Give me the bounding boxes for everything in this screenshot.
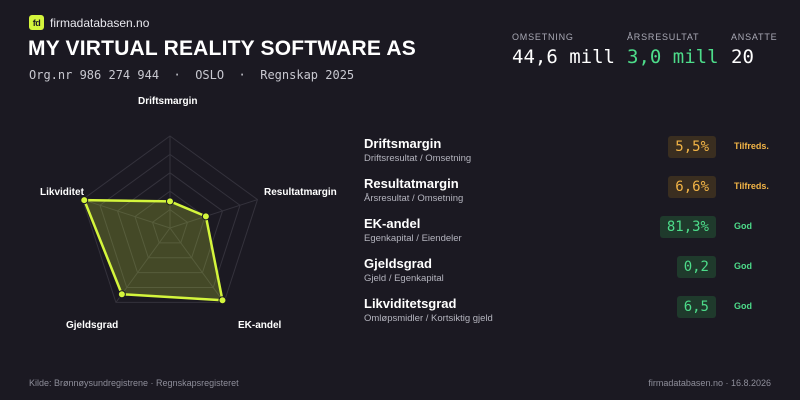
- subtitle-separator: ·: [173, 68, 181, 82]
- metric-value: 81,3%: [659, 216, 716, 238]
- metric-value: 0,2: [676, 256, 716, 278]
- kpi-omsetning: OMSETNING 44,6 mill: [512, 32, 615, 68]
- metric-description: Årsresultat / Omsetning: [364, 193, 464, 204]
- subtitle-separator: ·: [238, 68, 246, 82]
- metric-name: EK-andel: [364, 216, 421, 231]
- metric-status: Tilfreds.: [734, 181, 769, 191]
- radar-axis-label-likviditet: Likviditet: [40, 187, 84, 198]
- metric-name: Driftsmargin: [364, 136, 442, 151]
- metric-status: God: [734, 221, 752, 231]
- kpi-ansatte: ANSATTE 20: [731, 32, 777, 68]
- radar-spoke: [82, 199, 171, 229]
- metrics-list: Driftsmargin Driftsresultat / Omsetning …: [364, 134, 784, 334]
- radar-chart: Driftsmargin Resultatmargin EK-andel Gje…: [0, 90, 360, 340]
- metric-row-resultatmargin: Resultatmargin Årsresultat / Omsetning 6…: [364, 174, 784, 214]
- metric-name: Resultatmargin: [364, 176, 459, 191]
- radar-grid-ring: [116, 172, 224, 274]
- company-name: MY VIRTUAL REALITY SOFTWARE AS: [28, 37, 416, 60]
- metric-value: 5,5%: [668, 136, 716, 158]
- metric-value: 6,5: [676, 296, 716, 318]
- org-number: Org.nr 986 274 944: [29, 68, 160, 82]
- radar-axis-label-gjeldsgrad: Gjeldsgrad: [66, 320, 119, 331]
- radar-grid-ring: [151, 208, 189, 244]
- radar-grid-ring: [81, 135, 259, 303]
- metric-name: Likviditetsgrad: [364, 296, 457, 311]
- radar-data-polygon: [83, 198, 224, 302]
- metric-status: God: [734, 301, 752, 311]
- radar-data-point: [218, 296, 227, 305]
- metric-value: 6,6%: [668, 176, 716, 198]
- radar-spoke: [169, 227, 225, 303]
- kpi-value: 20: [731, 46, 754, 68]
- radar-axis-label-ek-andel: EK-andel: [238, 320, 282, 331]
- metric-description: Egenkapital / Eiendeler: [364, 233, 462, 244]
- metric-row-likviditetsgrad: Likviditetsgrad Omløpsmidler / Kortsikti…: [364, 294, 784, 334]
- radar-data-point: [201, 212, 210, 221]
- city: OSLO: [195, 68, 225, 82]
- radar-axis-label-resultatmargin: Resultatmargin: [264, 187, 337, 198]
- radar-data-point: [166, 197, 174, 206]
- company-subtitle: Org.nr 986 274 944 · OSLO · Regnskap 202…: [29, 68, 354, 82]
- brand[interactable]: fd firmadatabasen.no: [29, 15, 149, 30]
- kpi-arsresultat: ÅRSRESULTAT 3,0 mill: [627, 32, 719, 68]
- metric-name: Gjeldsgrad: [364, 256, 432, 271]
- footer-site-date[interactable]: firmadatabasen.no · 16.8.2026: [648, 378, 771, 388]
- metric-row-ek-andel: EK-andel Egenkapital / Eiendeler 81,3% G…: [364, 214, 784, 254]
- radar-spoke: [115, 227, 171, 303]
- metric-description: Gjeld / Egenkapital: [364, 273, 444, 284]
- kpi-label: ÅRSRESULTAT: [627, 32, 700, 42]
- logo-icon: fd: [29, 15, 44, 30]
- metric-description: Omløpsmidler / Kortsiktig gjeld: [364, 313, 493, 324]
- kpi-value: 3,0 mill: [627, 46, 719, 68]
- radar-spoke: [169, 199, 258, 229]
- metric-status: Tilfreds.: [734, 141, 769, 151]
- radar-svg: [80, 135, 259, 305]
- footer-source: Kilde: Brønnøysundregistrene · Regnskaps…: [29, 378, 239, 388]
- brand-name[interactable]: firmadatabasen.no: [50, 15, 150, 30]
- radar-axis-label-driftsmargin: Driftsmargin: [138, 96, 198, 107]
- logo-text: fd: [32, 17, 41, 28]
- kpi-label: ANSATTE: [731, 32, 778, 42]
- metric-description: Driftsresultat / Omsetning: [364, 153, 472, 164]
- metric-row-gjeldsgrad: Gjeldsgrad Gjeld / Egenkapital 0,2 God: [364, 254, 784, 294]
- report-year: Regnskap 2025: [260, 68, 355, 82]
- metric-status: God: [734, 261, 752, 271]
- kpi-label: OMSETNING: [512, 32, 574, 42]
- radar-data-point: [80, 196, 89, 205]
- radar-grid-ring: [99, 153, 241, 289]
- kpi-value: 44,6 mill: [512, 46, 615, 68]
- radar-data-point: [117, 290, 126, 299]
- metric-row-driftsmargin: Driftsmargin Driftsresultat / Omsetning …: [364, 134, 784, 174]
